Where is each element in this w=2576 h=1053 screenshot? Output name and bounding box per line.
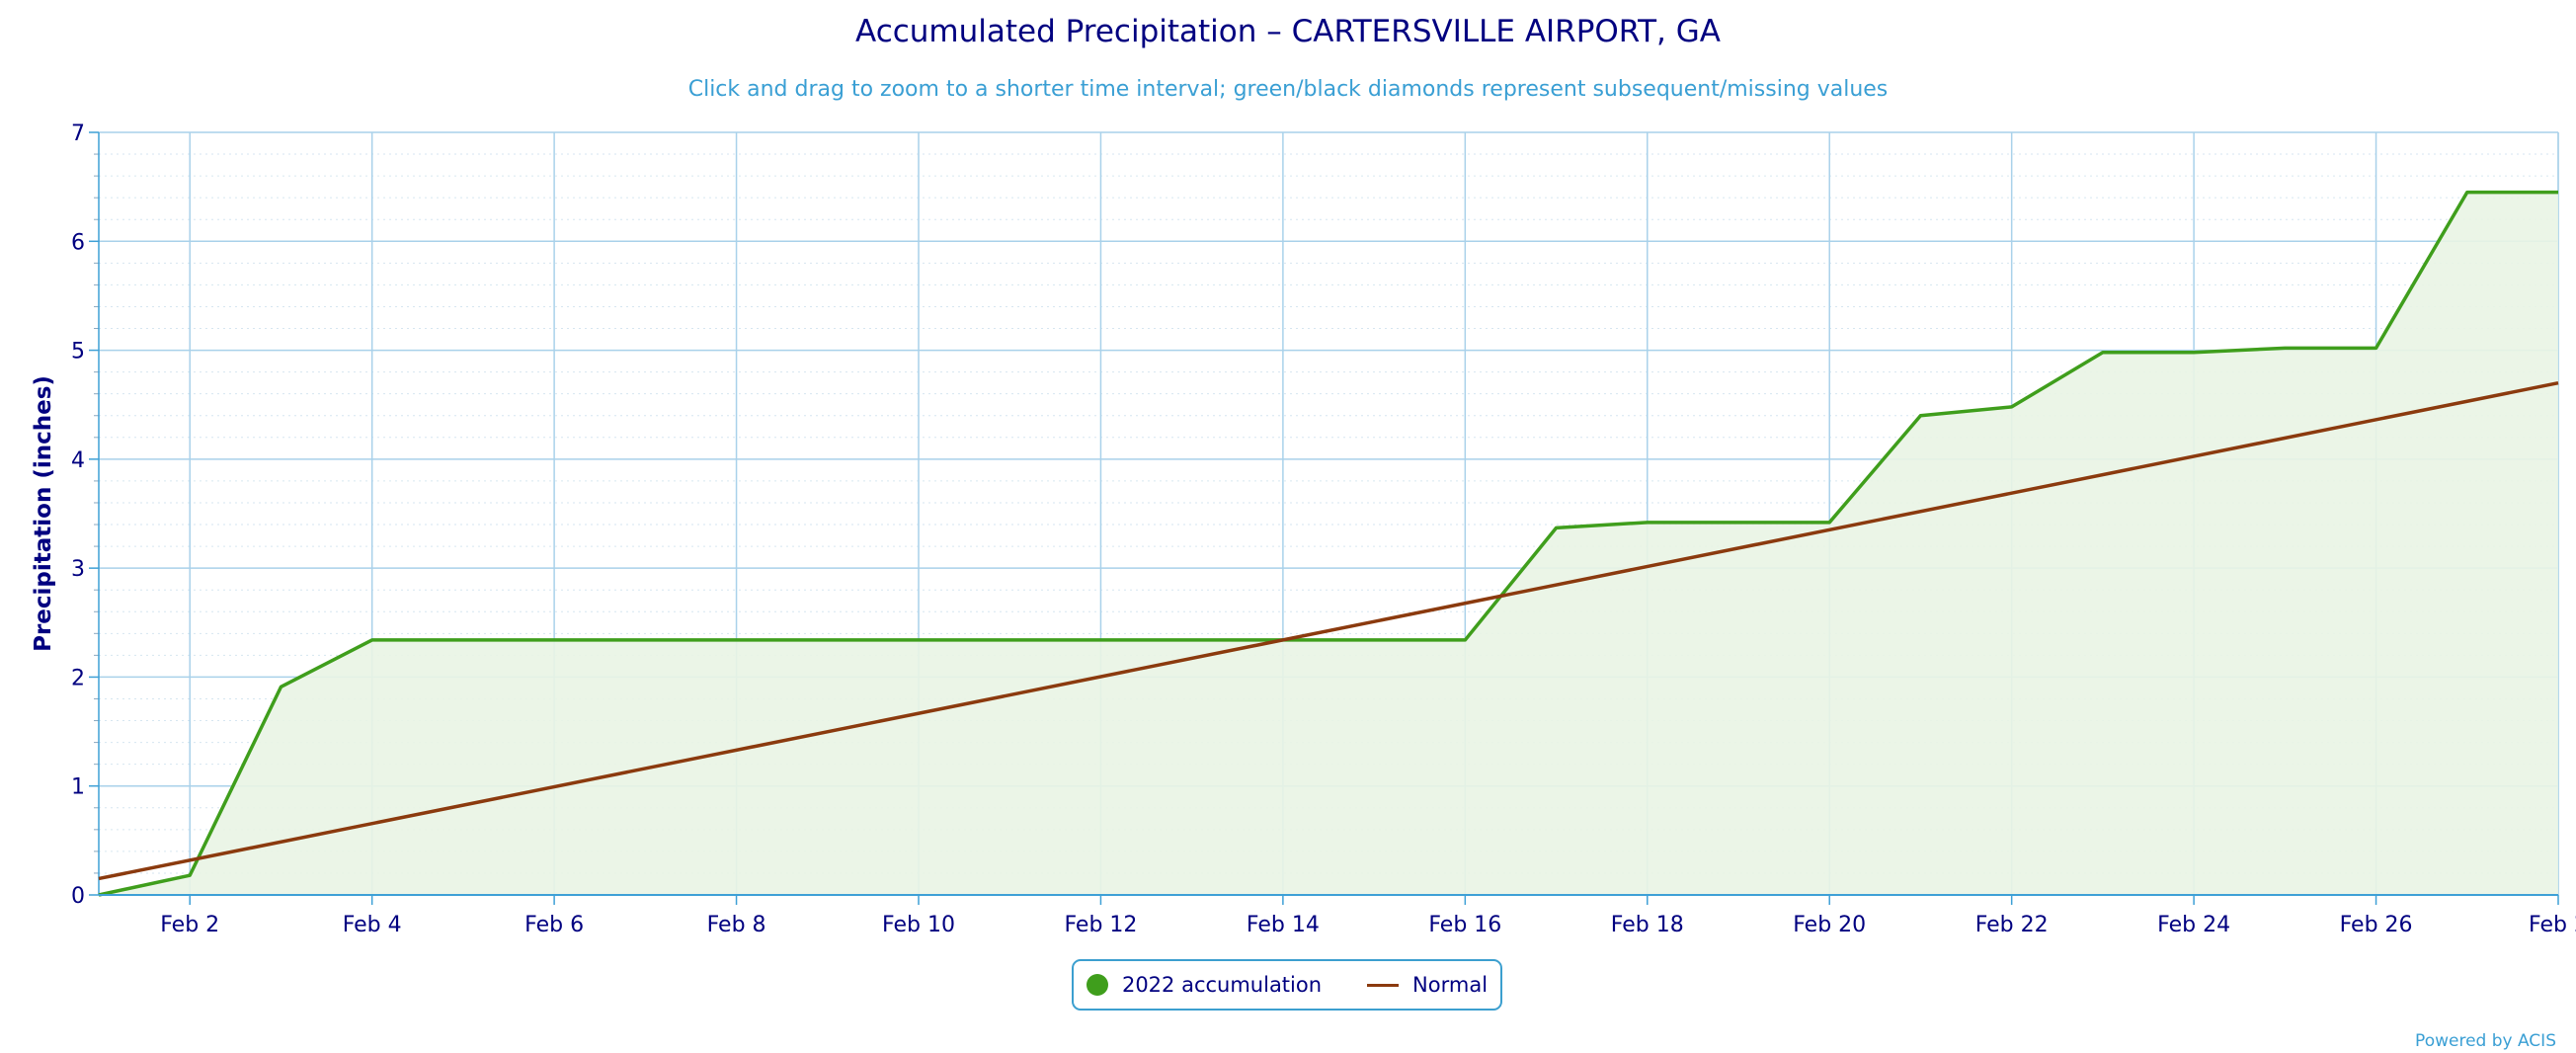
green-dot-icon [1086,974,1108,996]
normal-line [98,380,2559,881]
chart-subtitle: Click and drag to zoom to a shorter time… [688,77,1889,102]
x-tick-label: Feb 10 [882,913,955,937]
x-tick-label: Feb 2 [2529,913,2576,937]
accumulation-line [98,190,2558,897]
brown-line-icon [1367,983,1400,987]
x-tick-label: Feb 22 [1975,913,2049,937]
y-tick-label: 5 [71,340,85,364]
legend-item-normal[interactable]: Normal [1367,973,1488,997]
chart-legend: 2022 accumulation Normal [1072,959,1502,1011]
x-tick-label: Feb 2 [160,913,219,937]
y-tick-label: 4 [71,448,85,473]
y-tick-label: 7 [71,122,85,146]
y-tick-label: 2 [71,666,85,690]
y-axis-title: Precipitation (inches) [31,375,56,652]
x-tick-label: Feb 20 [1793,913,1866,937]
y-tick-label: 3 [71,557,85,582]
x-tick-label: Feb 4 [343,913,402,937]
x-tick-label: Feb 6 [524,913,584,937]
x-tick-label: Feb 8 [707,913,766,937]
powered-by-credit[interactable]: Powered by ACIS [2415,1031,2556,1051]
x-tick-label: Feb 12 [1064,913,1137,937]
x-tick-label: Feb 18 [1611,913,1684,937]
x-tick-label: Feb 16 [1428,913,1501,937]
chart-title: Accumulated Precipitation – CARTERSVILLE… [855,14,1721,49]
accumulation-area [99,192,2558,895]
y-tick-label: 1 [71,775,85,800]
y-tick-label: 0 [71,884,85,909]
legend-label-normal: Normal [1412,973,1489,997]
y-tick-label: 6 [71,230,85,255]
x-tick-label: Feb 14 [1247,913,1320,937]
x-tick-label: Feb 24 [2157,913,2230,937]
x-tick-label: Feb 26 [2340,913,2413,937]
legend-item-accumulation[interactable]: 2022 accumulation [1086,973,1323,997]
plot-area[interactable]: 0 1 2 3 4 5 6 7 Feb 2 Feb 4 Feb 6 Feb 8 Feb 10 Feb 12… [71,122,2576,937]
legend-label-accumulation: 2022 accumulation [1121,973,1323,997]
